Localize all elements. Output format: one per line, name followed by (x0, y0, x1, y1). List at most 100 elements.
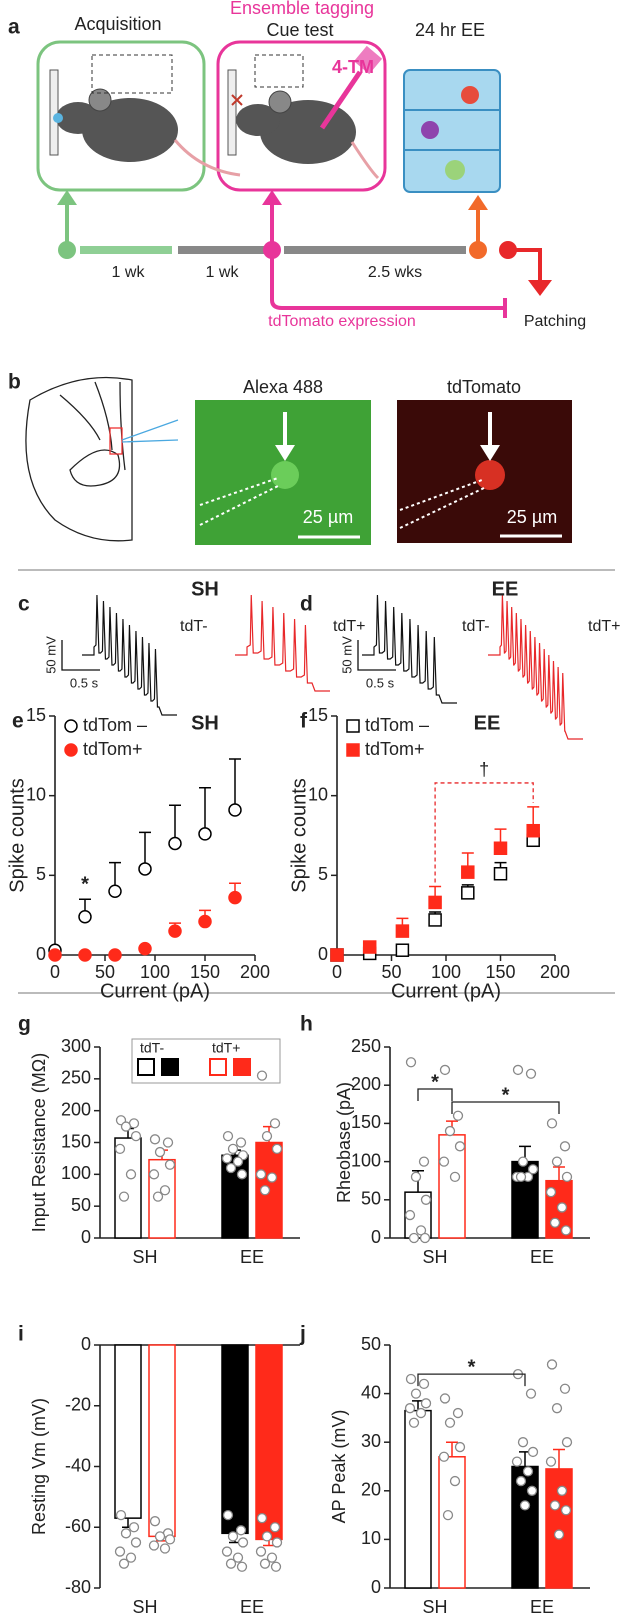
data-point (164, 1534, 176, 1545)
y-tick-label: -40 (65, 1455, 91, 1475)
stage-label: 24 hr EE (415, 20, 485, 40)
data-point (221, 1546, 233, 1557)
y-axis-label: Input Resistance (MΩ) (29, 1053, 49, 1233)
data-point (118, 1558, 130, 1569)
data-point (438, 1451, 450, 1462)
chart-title: SH (191, 712, 219, 734)
y-tick-label: 0 (318, 944, 328, 964)
bar (114, 1137, 142, 1239)
bar (511, 1465, 539, 1589)
data-point (454, 1141, 466, 1152)
y-tick-label: 10 (26, 784, 46, 804)
data-point (444, 1417, 456, 1428)
panel-label: f (300, 710, 308, 733)
bar (438, 1134, 466, 1239)
marker (228, 890, 242, 905)
data-point (222, 1130, 234, 1142)
marker (228, 803, 242, 817)
marker (395, 943, 410, 957)
data-point (259, 1185, 271, 1196)
marker (138, 862, 152, 876)
panel-label: g (18, 1013, 31, 1036)
x-tick-label: EE (530, 1247, 554, 1267)
y-tick-label: 15 (308, 705, 328, 725)
data-point (236, 1169, 248, 1180)
y-tick-label: 50 (71, 1195, 91, 1215)
data-point (410, 1171, 422, 1183)
data-point (527, 1446, 539, 1458)
marker (168, 924, 182, 938)
data-point (270, 1561, 282, 1572)
marker (346, 719, 360, 733)
x-tick-label: 100 (431, 962, 461, 982)
data-point (408, 1232, 420, 1244)
marker (168, 836, 182, 851)
data-point (511, 1456, 523, 1467)
data-point (512, 1064, 524, 1076)
annotation: * (468, 1356, 476, 1378)
marker (78, 948, 92, 962)
y-tick-label: -20 (65, 1395, 91, 1415)
data-point (271, 1143, 283, 1155)
annotation: * (81, 874, 89, 896)
annotation: * (431, 1071, 439, 1093)
y-tick-label: 100 (61, 1163, 91, 1183)
y-tick-label: 15 (26, 705, 46, 725)
data-point (255, 1169, 267, 1180)
trace-label: tdT+ (333, 618, 365, 635)
marker (461, 886, 475, 900)
x-axis-label: Current (pA) (391, 980, 501, 1002)
data-point (259, 1558, 271, 1569)
legend-label: tdTom+ (83, 739, 143, 759)
scale-label: 0.5 s (366, 675, 395, 690)
data-point (261, 1130, 273, 1142)
marker (493, 841, 508, 855)
data-point (125, 1552, 137, 1563)
cell (271, 461, 299, 489)
legend-label: tdTom – (83, 715, 147, 735)
data-point (225, 1558, 237, 1569)
panel-label: j (299, 1323, 306, 1346)
data-point (454, 1441, 466, 1453)
data-point (149, 1516, 161, 1527)
data-point (515, 1475, 527, 1487)
data-point (559, 1383, 571, 1394)
y-tick-label: 5 (36, 864, 46, 884)
data-point (561, 1171, 573, 1183)
y-tick-label: 250 (351, 1036, 381, 1056)
data-point (271, 1537, 283, 1548)
data-point (551, 1403, 563, 1414)
data-point (452, 1407, 464, 1419)
data-point (545, 1187, 557, 1198)
annotation: * (502, 1084, 510, 1106)
x-tick-label: SH (422, 1247, 447, 1267)
x-tick-label: SH (422, 1597, 447, 1617)
y-tick-label: 5 (318, 864, 328, 884)
y-tick-label: 200 (351, 1074, 381, 1094)
significance-bracket (451, 1101, 560, 1115)
data-point (442, 1509, 454, 1521)
data-point (118, 1191, 130, 1202)
data-point (560, 1505, 572, 1516)
data-point (164, 1159, 176, 1170)
data-point (225, 1162, 237, 1174)
patching-label: Patching (524, 313, 586, 330)
data-point (549, 1500, 561, 1511)
y-tick-label: 100 (351, 1150, 381, 1170)
data-point (261, 1531, 273, 1542)
panel-label: d (300, 593, 313, 616)
significance-bracket (434, 782, 534, 883)
brain-outline (25, 376, 179, 542)
data-point (522, 1466, 534, 1477)
y-tick-label: 30 (361, 1431, 381, 1451)
marker (64, 719, 78, 733)
data-point (439, 1064, 451, 1076)
legend-swatch (137, 1058, 155, 1076)
voltage-trace (362, 594, 457, 704)
scale-label: 50 mV (339, 636, 354, 674)
error-bar (229, 758, 241, 811)
data-point (452, 1110, 464, 1121)
y-axis-label: Resting Vm (mV) (29, 1398, 49, 1535)
duration: 1 wk (112, 264, 146, 281)
